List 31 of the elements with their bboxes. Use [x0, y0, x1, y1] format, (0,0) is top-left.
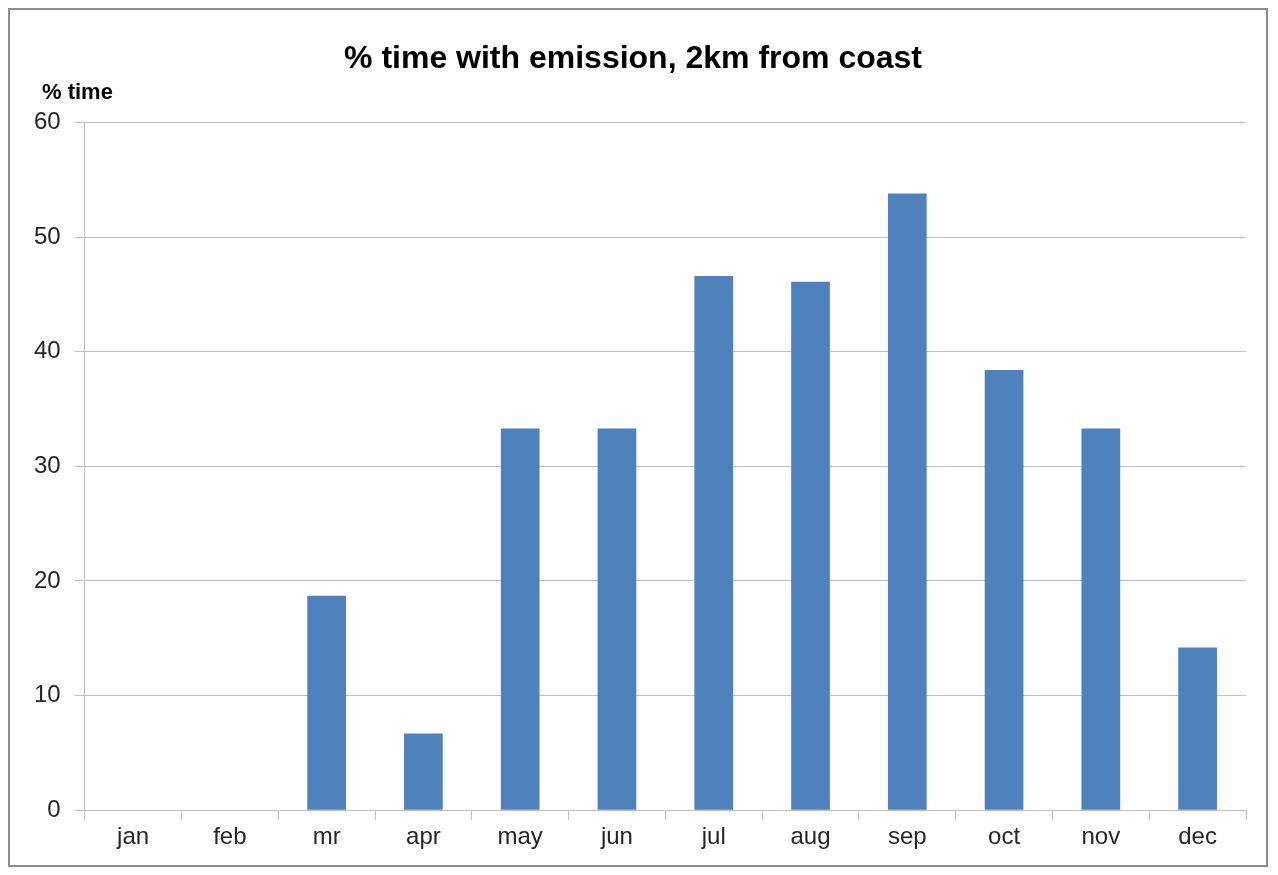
y-tick-label: 60 [33, 107, 61, 135]
y-tick-label: 20 [33, 565, 61, 593]
x-tick-label: aug [790, 822, 831, 850]
bar [1081, 428, 1121, 810]
y-tick-label: 30 [33, 450, 61, 478]
x-tick-label: dec [1178, 822, 1217, 850]
x-tick-label: jan [116, 822, 150, 850]
y-tick-label: 0 [47, 794, 61, 822]
y-tick-label: 10 [33, 680, 61, 708]
bar [694, 276, 734, 810]
x-tick-label: jul [700, 822, 726, 850]
x-tick-label: feb [213, 822, 247, 850]
bar [307, 595, 346, 810]
x-tick-label: apr [406, 822, 441, 850]
x-tick-label: mr [312, 822, 341, 850]
y-tick-label: 50 [33, 221, 61, 249]
bar [404, 733, 443, 810]
x-tick-label: may [497, 822, 543, 850]
x-tick-label: nov [1081, 822, 1121, 850]
chart-title: % time with emission, 2km from coast [344, 39, 923, 76]
y-tick-label: 40 [33, 336, 61, 364]
bar [791, 281, 830, 810]
x-tick-label: oct [988, 822, 1021, 850]
y-axis-title: % time [42, 79, 113, 105]
bar [887, 193, 927, 810]
bar [500, 428, 540, 810]
bar [1178, 647, 1217, 810]
x-tick-label: sep [887, 822, 927, 850]
x-tick-label: jun [599, 822, 633, 850]
bar [597, 428, 637, 810]
bar [984, 370, 1024, 810]
